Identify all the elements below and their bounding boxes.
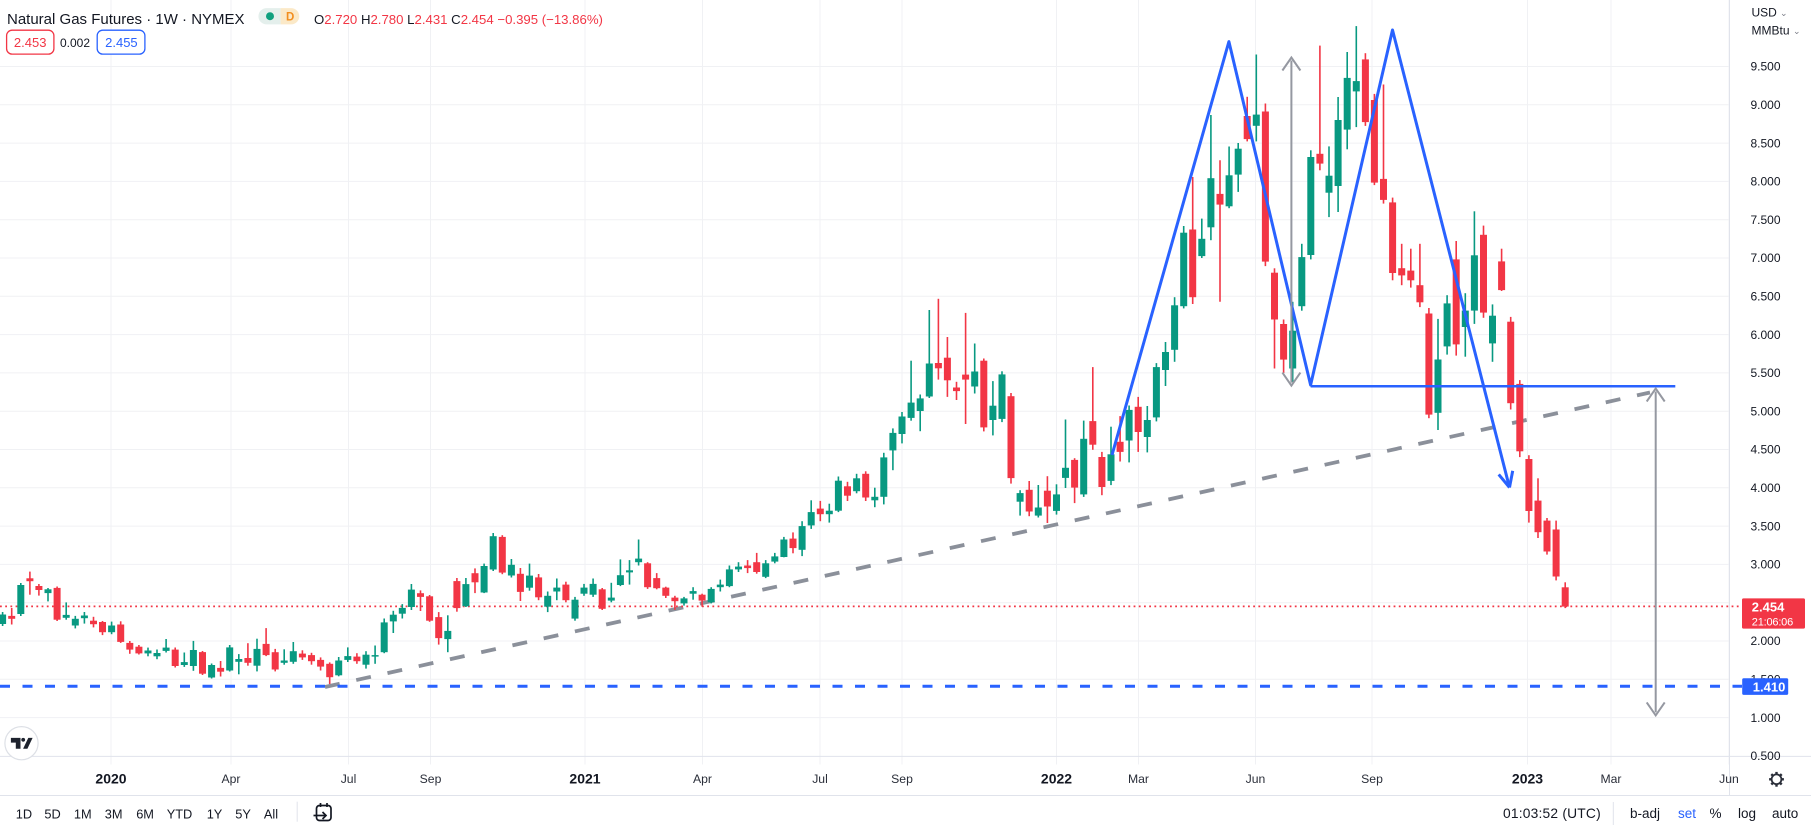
svg-text:3M: 3M <box>105 806 123 821</box>
svg-text:2.454: 2.454 <box>1752 600 1785 615</box>
svg-text:2.453: 2.453 <box>14 35 47 50</box>
svg-text:5D: 5D <box>44 806 60 821</box>
svg-text:Mar: Mar <box>1601 772 1622 786</box>
svg-text:1M: 1M <box>74 806 92 821</box>
svg-text:MMBtu: MMBtu <box>1752 24 1790 38</box>
svg-text:2023: 2023 <box>1512 771 1543 787</box>
svg-text:7.500: 7.500 <box>1751 213 1781 227</box>
svg-text:Jul: Jul <box>812 772 828 786</box>
svg-text:2020: 2020 <box>95 771 126 787</box>
svg-text:2021: 2021 <box>569 771 600 787</box>
svg-text:Mar: Mar <box>1128 772 1149 786</box>
svg-text:O2.720 H2.780 L2.431 C2.454 −0: O2.720 H2.780 L2.431 C2.454 −0.395 (−13.… <box>314 12 603 27</box>
svg-text:Jul: Jul <box>341 772 357 786</box>
svg-text:All: All <box>264 806 278 821</box>
svg-text:Jun: Jun <box>1719 772 1739 786</box>
svg-text:21:06:06: 21:06:06 <box>1752 616 1793 628</box>
svg-text:9.000: 9.000 <box>1751 98 1781 112</box>
svg-text:b-adj: b-adj <box>1630 806 1660 821</box>
svg-text:0.500: 0.500 <box>1751 749 1781 763</box>
svg-text:5.500: 5.500 <box>1751 366 1781 380</box>
svg-text:6.500: 6.500 <box>1751 290 1781 304</box>
svg-text:⌄: ⌄ <box>1793 26 1801 36</box>
svg-text:1.410: 1.410 <box>1753 679 1786 694</box>
svg-text:8.000: 8.000 <box>1751 175 1781 189</box>
svg-text:2.000: 2.000 <box>1751 634 1781 648</box>
svg-text:1Y: 1Y <box>207 806 223 821</box>
svg-text:Jun: Jun <box>1246 772 1266 786</box>
svg-text:0.002: 0.002 <box>60 36 90 50</box>
svg-text:Apr: Apr <box>693 772 712 786</box>
svg-text:2.455: 2.455 <box>105 35 138 50</box>
svg-text:7.000: 7.000 <box>1751 251 1781 265</box>
svg-text:1.000: 1.000 <box>1751 711 1781 725</box>
svg-text:Apr: Apr <box>222 772 241 786</box>
svg-text:set: set <box>1678 806 1696 821</box>
svg-text:log: log <box>1738 806 1756 821</box>
svg-text:YTD: YTD <box>167 806 193 821</box>
svg-text:4.500: 4.500 <box>1751 443 1781 457</box>
svg-text:9.500: 9.500 <box>1751 60 1781 74</box>
svg-text:auto: auto <box>1772 806 1798 821</box>
svg-text:5Y: 5Y <box>235 806 251 821</box>
svg-text:USD: USD <box>1752 6 1778 20</box>
svg-text:1D: 1D <box>16 806 32 821</box>
svg-text:Sep: Sep <box>420 772 442 786</box>
svg-text:D: D <box>286 12 294 24</box>
svg-text:2022: 2022 <box>1041 771 1072 787</box>
svg-text:3.500: 3.500 <box>1751 519 1781 533</box>
svg-text:3.000: 3.000 <box>1751 558 1781 572</box>
svg-text:6M: 6M <box>136 806 154 821</box>
svg-text:%: % <box>1710 806 1722 821</box>
svg-text:4.000: 4.000 <box>1751 481 1781 495</box>
svg-text:8.500: 8.500 <box>1751 136 1781 150</box>
svg-text:5.000: 5.000 <box>1751 404 1781 418</box>
svg-text:⌄: ⌄ <box>1780 8 1788 18</box>
svg-text:Natural Gas Futures · 1W · NYM: Natural Gas Futures · 1W · NYMEX <box>7 11 245 28</box>
svg-text:6.000: 6.000 <box>1751 328 1781 342</box>
svg-text:01:03:52 (UTC): 01:03:52 (UTC) <box>1503 806 1601 821</box>
svg-text:Sep: Sep <box>891 772 913 786</box>
svg-text:Sep: Sep <box>1361 772 1383 786</box>
